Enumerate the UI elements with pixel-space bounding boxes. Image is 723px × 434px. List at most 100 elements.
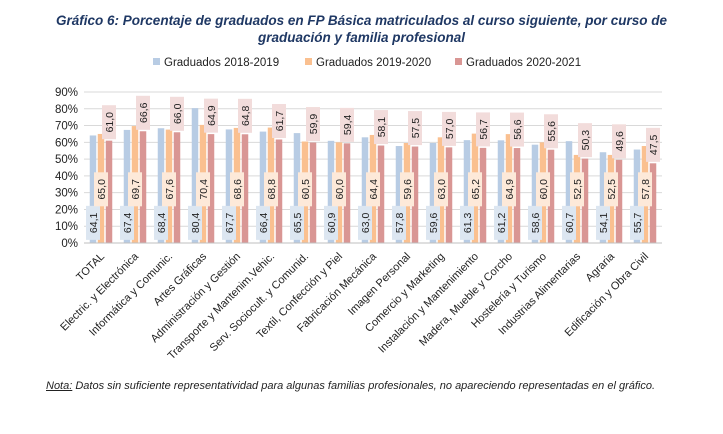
data-label: 61,3: [462, 212, 474, 233]
legend-label: Graduados 2018-2019: [164, 57, 279, 69]
bar: [649, 163, 657, 243]
data-label: 56,7: [478, 119, 490, 140]
data-label-box: [162, 172, 176, 207]
data-label: 66,0: [172, 103, 184, 124]
data-label: 63,0: [360, 212, 372, 233]
bar: [293, 133, 301, 243]
bar: [633, 149, 641, 243]
bar: [361, 137, 369, 243]
data-label-box: [638, 172, 652, 207]
data-label-box: [196, 172, 210, 207]
data-label: 64,9: [504, 179, 516, 200]
bar: [395, 146, 403, 243]
data-label-box: [154, 205, 168, 240]
data-label-box: [256, 205, 270, 240]
data-label: 70,4: [198, 179, 210, 200]
data-label-box: [324, 205, 338, 240]
bar: [173, 132, 181, 243]
bar: [479, 147, 487, 243]
data-label-box: [120, 205, 134, 240]
data-label-box: [604, 172, 618, 207]
bar: [207, 134, 215, 243]
data-label: 68,6: [232, 179, 244, 200]
data-label: 80,4: [190, 212, 202, 233]
data-label: 60,0: [334, 179, 346, 200]
data-label: 65,2: [470, 179, 482, 200]
data-label: 57,0: [444, 119, 456, 140]
data-label: 58,1: [376, 117, 388, 138]
data-label: 56,6: [512, 119, 524, 140]
bar: [615, 159, 623, 243]
data-label: 58,6: [530, 212, 542, 233]
data-label-box: [460, 205, 474, 240]
y-tick-label: 20%: [55, 204, 78, 216]
data-label-box: [306, 107, 320, 142]
data-label: 66,4: [258, 212, 270, 233]
data-label-box: [238, 98, 252, 133]
y-tick-label: 50%: [55, 154, 78, 166]
legend-swatch: [305, 58, 312, 65]
data-label-box: [544, 114, 558, 149]
data-label: 60,5: [300, 179, 312, 200]
data-label: 61,7: [274, 111, 286, 132]
bar: [377, 145, 385, 243]
bar: [225, 129, 233, 243]
bar: [105, 140, 113, 243]
data-label: 59,6: [402, 179, 414, 200]
data-label-box: [204, 98, 218, 133]
data-label: 49,6: [614, 131, 626, 152]
data-label-box: [340, 107, 354, 142]
x-tick-label: Agraria: [584, 250, 618, 284]
data-label-box: [188, 205, 202, 240]
bar: [157, 128, 165, 243]
data-label-box: [630, 205, 644, 240]
data-label-box: [468, 172, 482, 207]
note-text: Datos sin suficiente representatividad p…: [72, 380, 656, 392]
bar: [497, 140, 505, 243]
data-label-box: [290, 205, 304, 240]
chart-title: Gráfico 6: Porcentaje de graduados en FP…: [56, 13, 667, 45]
bar: [123, 129, 131, 243]
data-label-box: [230, 172, 244, 207]
bar: [581, 158, 589, 243]
data-label: 66,6: [138, 102, 150, 123]
data-label: 59,6: [428, 212, 440, 233]
bar: [327, 140, 335, 243]
data-label: 64,8: [240, 105, 252, 126]
y-tick-label: 60%: [55, 137, 78, 149]
data-label: 68,4: [156, 212, 168, 233]
legend-swatch: [153, 58, 160, 65]
data-label: 52,5: [572, 179, 584, 200]
bar-chart: 0% 10% 20% 30% 40% 50% 60% 70% 80% 90% Graduados 2…: [55, 57, 662, 362]
bar: [89, 135, 97, 243]
data-label-box: [476, 112, 490, 147]
data-label-box: [94, 172, 108, 207]
data-label-box: [136, 95, 150, 130]
bar: [547, 149, 555, 243]
legend-label: Graduados 2020-2021: [466, 57, 581, 69]
data-label: 63,0: [436, 179, 448, 200]
data-label-box: [646, 127, 660, 162]
data-label-box: [86, 205, 100, 240]
data-label: 68,8: [266, 179, 278, 200]
data-label: 59,9: [308, 114, 320, 135]
bar: [463, 140, 471, 243]
bar: [513, 148, 521, 243]
data-label-box: [102, 105, 116, 140]
data-label: 65,0: [96, 179, 108, 200]
x-tick-label: Imagen Personal: [346, 251, 413, 318]
data-label: 64,4: [368, 179, 380, 200]
data-label: 47,5: [648, 134, 660, 155]
data-label: 57,8: [640, 179, 652, 200]
y-tick-label: 40%: [55, 171, 78, 183]
data-label-box: [408, 111, 422, 146]
legend-label: Graduados 2019-2020: [316, 57, 431, 69]
data-label: 55,6: [546, 121, 558, 142]
data-label: 64,1: [88, 212, 100, 233]
data-label-box: [434, 172, 448, 207]
data-label-box: [612, 124, 626, 159]
data-label-box: [494, 205, 508, 240]
data-label-box: [358, 205, 372, 240]
bar: [411, 146, 419, 243]
